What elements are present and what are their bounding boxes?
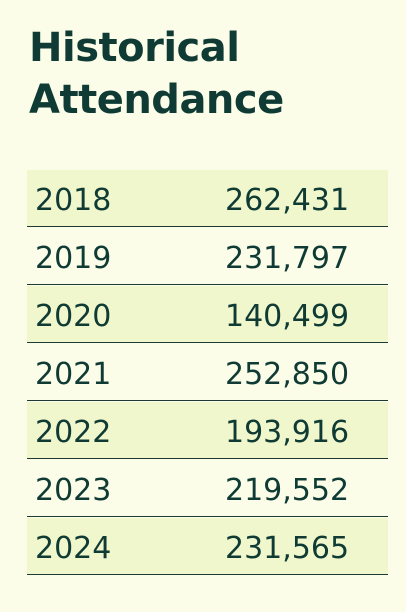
year-cell: 2022	[35, 415, 112, 450]
attendance-cell: 193,916	[225, 415, 350, 450]
attendance-cell: 231,565	[225, 531, 350, 566]
year-cell: 2024	[35, 531, 112, 566]
attendance-cell: 252,850	[225, 357, 350, 392]
year-cell: 2023	[35, 473, 112, 508]
year-cell: 2020	[35, 299, 112, 334]
attendance-cell: 231,797	[225, 241, 350, 276]
attendance-cell: 219,552	[225, 473, 350, 508]
table-row: 2019 231,797	[27, 228, 388, 285]
year-cell: 2021	[35, 357, 112, 392]
table-row: 2024 231,565	[27, 518, 388, 575]
table-row: 2020 140,499	[27, 286, 388, 343]
year-cell: 2018	[35, 183, 112, 218]
table-row: 2023 219,552	[27, 460, 388, 517]
attendance-table: 2018 262,431 2019 231,797 2020 140,499 2…	[27, 170, 388, 576]
attendance-cell: 262,431	[225, 183, 350, 218]
page-title: Historical Attendance	[29, 25, 284, 123]
year-cell: 2019	[35, 241, 112, 276]
table-row: 2021 252,850	[27, 344, 388, 401]
table-row: 2022 193,916	[27, 402, 388, 459]
table-row: 2018 262,431	[27, 170, 388, 227]
attendance-cell: 140,499	[225, 299, 350, 334]
